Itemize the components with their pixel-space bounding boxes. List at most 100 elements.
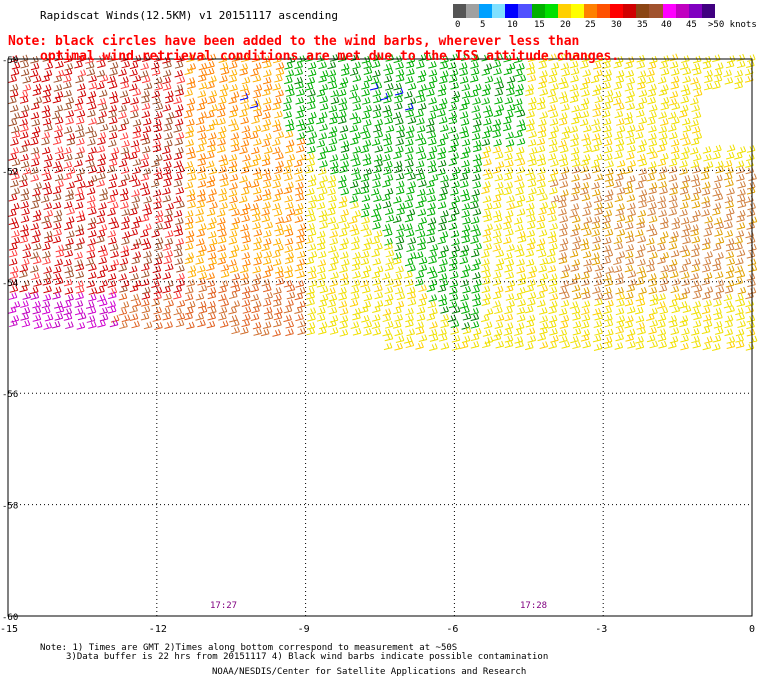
wind-barb [569,301,579,309]
wind-barb [700,166,710,174]
wind-barb [297,123,307,132]
wind-barb [559,222,568,231]
wind-barb [52,291,61,300]
wind-barb [119,321,128,330]
wind-barb [604,201,614,210]
wind-barb [605,168,614,176]
wind-barb [228,237,238,245]
wind-barb [350,321,360,329]
wind-barb [549,96,559,104]
wind-barb [275,228,285,237]
wind-barb [472,271,481,280]
wind-barb [734,81,743,90]
wind-barb [615,75,625,84]
wind-barb [284,145,294,154]
wind-barb [604,250,614,258]
wind-barb [99,264,109,273]
wind-barb [218,154,228,162]
wind-barb [449,279,459,288]
wind-barb [429,174,439,182]
wind-barb [504,145,513,154]
wind-barb [77,312,87,321]
wind-barb [635,293,645,302]
wind-barb [129,305,138,314]
wind-barb [461,335,471,344]
legend-label: 20 [560,20,571,30]
wind-barb [734,69,743,78]
wind-barb [330,222,340,231]
wind-barb [338,242,348,251]
wind-barb [154,154,163,162]
wind-barb [649,251,658,260]
wind-barb [33,182,42,190]
wind-barb [242,181,252,189]
wind-barb [603,138,613,147]
wind-barb [88,175,98,183]
wind-barb [669,299,678,308]
wind-barb [338,229,348,237]
wind-barb [86,187,96,195]
wind-barb [284,270,294,279]
wind-barb [338,292,348,301]
wind-barb [274,166,283,175]
lon-tick-label: 0 [749,624,755,635]
wind-barb [350,137,359,146]
wind-barb [108,81,118,90]
wind-barb [525,83,534,92]
wind-barb [559,321,569,329]
wind-barb [561,103,570,112]
wind-barb [624,264,634,273]
wind-barb [680,132,689,141]
wind-barb [473,159,483,168]
wind-barbs-layer [7,53,758,351]
wind-barb [592,286,601,295]
wind-barb [539,111,549,119]
wind-barb [319,221,329,230]
wind-barb [614,242,624,251]
wind-barb [275,152,284,160]
wind-barb [605,160,614,169]
wind-barb [668,341,677,349]
wind-barb [638,116,648,125]
wind-barb [603,131,613,140]
wind-barb [426,88,435,97]
wind-barb [682,117,691,126]
wind-barb [646,264,656,273]
wind-barb [88,130,98,139]
wind-barb [64,222,73,231]
wind-barb [339,272,349,281]
wind-barb [141,137,151,146]
wind-barb [318,299,328,308]
wind-barb [416,117,425,126]
wind-barb [205,160,215,169]
wind-barb [547,320,557,329]
wind-barb [261,214,271,223]
wind-barb [392,111,402,120]
wind-barb [295,193,305,202]
wind-barb [569,95,579,104]
wind-barb [627,209,636,217]
wind-barb [185,306,194,315]
wind-barb [480,314,490,323]
wind-barb [560,145,569,154]
wind-barb [504,284,514,293]
wind-barb [591,229,601,237]
wind-barb [107,264,117,272]
wind-barb [231,144,240,153]
wind-barb [109,153,118,161]
wind-barb [539,201,549,210]
wind-barb [726,341,736,349]
wind-barb [393,215,402,224]
wind-barb [437,109,446,117]
wind-barb [668,235,678,244]
wind-barb [173,125,183,133]
wind-barb [307,201,317,210]
wind-barb [460,188,469,197]
wind-barb [150,61,160,70]
wind-barb [638,158,648,167]
wind-barb [198,62,208,71]
wind-barb [692,82,702,91]
wind-barb [65,294,74,302]
wind-barb [88,321,97,329]
wind-barb [319,95,328,104]
